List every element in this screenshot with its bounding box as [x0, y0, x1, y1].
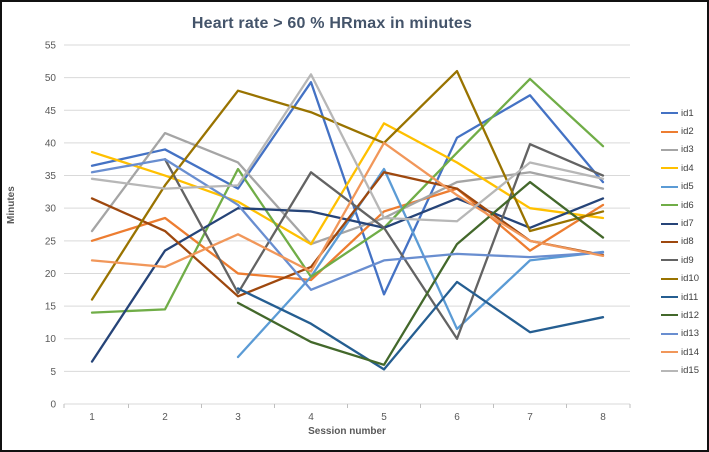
series-line-id6: [90, 77, 605, 314]
x-tick-label: 7: [527, 412, 533, 423]
series-line-id1: [90, 81, 605, 296]
legend-label: id11: [681, 291, 699, 303]
y-tick-label: 35: [45, 171, 57, 182]
series-line-id11: [236, 280, 605, 371]
legend-item-id2: id2: [661, 122, 699, 140]
legend-item-id15: id15: [661, 361, 699, 379]
legend-item-id3: id3: [661, 141, 699, 159]
x-tick-label: 2: [162, 412, 168, 423]
legend-swatch-id3: [661, 148, 679, 151]
x-tick-label: 6: [454, 412, 460, 423]
series-line-id5: [236, 167, 605, 359]
x-tick-label: 4: [308, 412, 314, 423]
legend-item-id4: id4: [661, 159, 699, 177]
legend-label: id1: [681, 107, 694, 119]
x-tick-label: 1: [89, 412, 95, 423]
legend-swatch-id13: [661, 332, 679, 335]
legend-swatch-id11: [661, 296, 679, 299]
legend-swatch-id2: [661, 130, 679, 133]
legend-item-id11: id11: [661, 288, 699, 306]
legend-label: id15: [681, 365, 699, 377]
legend-item-id9: id9: [661, 251, 699, 269]
y-tick-label: 50: [45, 73, 57, 84]
x-axis-title: Session number: [308, 426, 386, 437]
x-tick-label: 8: [600, 412, 606, 423]
legend-swatch-id5: [661, 185, 679, 188]
legend-label: id13: [681, 328, 699, 340]
legend-item-id5: id5: [661, 178, 699, 196]
legend-item-id14: id14: [661, 343, 699, 361]
legend-item-id6: id6: [661, 196, 699, 214]
legend-swatch-id8: [661, 240, 679, 243]
y-tick-label: 45: [45, 106, 57, 117]
y-tick-label: 30: [45, 204, 57, 215]
y-tick-label: 0: [50, 400, 56, 411]
legend-swatch-id4: [661, 167, 679, 170]
y-tick-label: 20: [45, 269, 57, 280]
legend-label: id4: [681, 162, 694, 174]
legend-item-id7: id7: [661, 214, 699, 232]
y-tick-label: 15: [45, 302, 57, 313]
y-tick-label: 25: [45, 236, 57, 247]
legend-label: id7: [681, 218, 694, 230]
x-tick-label: 5: [381, 412, 387, 423]
legend-swatch-id10: [661, 277, 679, 280]
legend-label: id5: [681, 181, 694, 193]
legend-label: id2: [681, 126, 694, 138]
y-tick-label: 10: [45, 334, 57, 345]
legend-swatch-id7: [661, 222, 679, 225]
legend-label: id10: [681, 273, 699, 285]
legend-swatch-id14: [661, 351, 679, 354]
legend-swatch-id12: [661, 314, 679, 317]
legend-label: id14: [681, 346, 699, 358]
series-line-id12: [236, 180, 605, 366]
legend-swatch-id1: [661, 112, 679, 115]
series-line-id10: [90, 69, 605, 301]
series-line-id15: [90, 73, 605, 223]
legend-swatch-id9: [661, 259, 679, 262]
y-tick-label: 5: [50, 367, 56, 378]
series-line-id13: [90, 158, 605, 291]
legend: id1 id2 id3 id4 id5 id6 id7 id8 id9 id10 id11 id12 i…: [661, 104, 699, 380]
y-axis-title: Minutes: [6, 186, 17, 224]
y-tick-label: 55: [45, 41, 57, 52]
legend-item-id13: id13: [661, 325, 699, 343]
legend-label: id6: [681, 199, 694, 211]
x-tick-label: 3: [235, 412, 241, 423]
legend-item-id12: id12: [661, 306, 699, 324]
legend-item-id8: id8: [661, 233, 699, 251]
series-line-id2: [90, 187, 605, 282]
y-tick-label: 40: [45, 138, 57, 149]
legend-label: id9: [681, 254, 694, 266]
legend-label: id8: [681, 236, 694, 248]
legend-label: id3: [681, 144, 694, 156]
legend-swatch-id6: [661, 204, 679, 207]
series-line-id9: [163, 143, 605, 340]
legend-swatch-id15: [661, 369, 679, 372]
legend-item-id1: id1: [661, 104, 699, 122]
legend-item-id10: id10: [661, 270, 699, 288]
legend-label: id12: [681, 309, 699, 321]
chart-title: Heart rate > 60 % HRmax in minutes: [191, 15, 473, 32]
series-line-id14: [90, 141, 605, 273]
